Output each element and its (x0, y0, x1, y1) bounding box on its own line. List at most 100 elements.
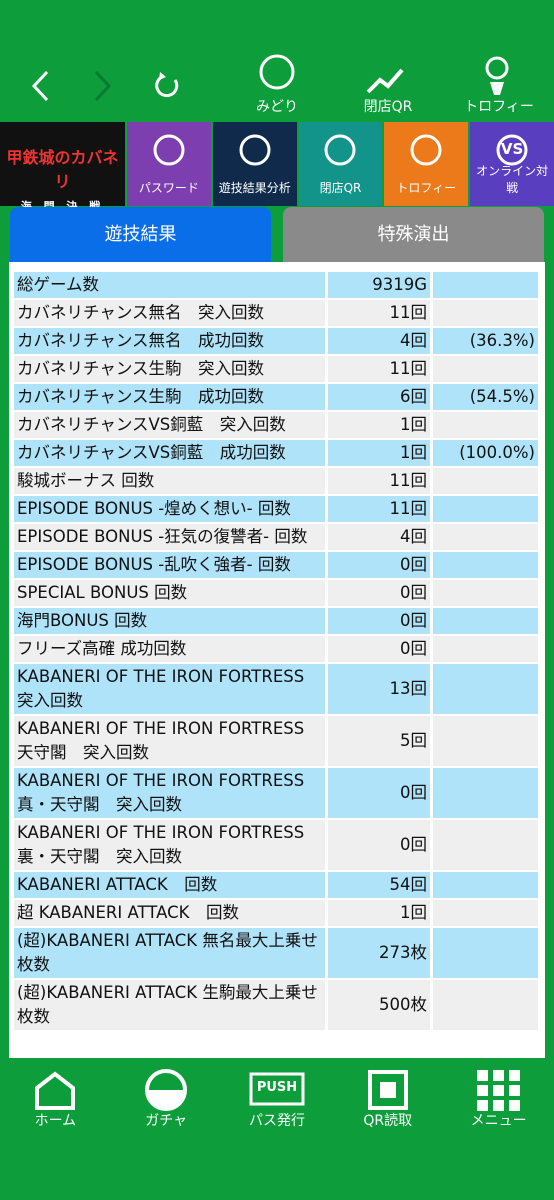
cell-count: 4回 (328, 328, 430, 354)
cell-label: (超)KABANERI ATTACK 無名最大上乗せ枚数 (14, 928, 325, 978)
cell-rate (433, 412, 538, 438)
table-row: カバネリチャンス生駒 突入回数 11回 (9, 356, 545, 382)
cell-count: 1回 (328, 412, 430, 438)
cell-rate (433, 820, 538, 870)
cell-label: EPISODE BONUS -狂気の復讐者- 回数 (14, 524, 325, 550)
menu-tile[interactable]: 閉店QR (298, 122, 383, 206)
footer-label: ホーム (34, 1113, 77, 1129)
cell-count: 11回 (328, 468, 430, 494)
cell-label: KABANERI OF THE IRON FORTRESS 裏・天守閣 突入回数 (14, 820, 325, 870)
cell-rate (433, 608, 538, 634)
cell-label: カバネリチャンス無名 成功回数 (14, 328, 325, 354)
cell-label: カバネリチャンスVS銅藍 突入回数 (14, 412, 325, 438)
cell-count: 0回 (328, 768, 430, 818)
footer-icon (145, 1069, 188, 1111)
footer-icon (476, 1070, 520, 1111)
cell-count: 11回 (328, 496, 430, 522)
table-row: KABANERI OF THE IRON FORTRESS 天守閣 突入回数 5回 (9, 716, 545, 766)
cell-rate (433, 768, 538, 818)
menu-icon (410, 134, 442, 166)
footer-item[interactable]: ホーム (0, 1060, 111, 1200)
table-row: カバネリチャンスVS銅藍 成功回数 1回 (100.0%) (9, 440, 545, 466)
table-row: フリーズ高確 成功回数 0回 (9, 636, 545, 662)
menu-icon (324, 134, 356, 166)
cell-rate (433, 928, 538, 978)
cell-rate: (36.3%) (433, 328, 538, 354)
cell-count: 5回 (328, 716, 430, 766)
table-row: EPISODE BONUS -乱吹く強者- 回数 0回 (9, 552, 545, 578)
menu-icon (239, 134, 271, 166)
cell-label: KABANERI OF THE IRON FORTRESS 真・天守閣 突入回数 (14, 768, 325, 818)
cell-count: 500枚 (328, 980, 430, 1030)
nav-label[interactable]: みどり (256, 99, 298, 115)
logo: 甲鉄城のカバネリ海 門 決 戦 (0, 122, 125, 213)
cell-label: SPECIAL BONUS 回数 (14, 580, 325, 606)
menu-tile[interactable]: パスワード (127, 122, 211, 206)
menu-label: オンライン対戦 (476, 164, 549, 195)
footer-item[interactable]: メニュー (443, 1060, 554, 1200)
footer-icon-text: PUSH (256, 1080, 298, 1095)
tab[interactable]: 特殊演出 (283, 207, 544, 262)
menu-icon (153, 134, 185, 166)
menu-label: 閉店QR (319, 181, 362, 195)
cell-count: 273枚 (328, 928, 430, 978)
cell-count: 4回 (328, 524, 430, 550)
cell-label: カバネリチャンス生駒 突入回数 (14, 356, 325, 382)
cell-count: 11回 (328, 300, 430, 326)
cell-count: 0回 (328, 552, 430, 578)
nav-icons (31, 54, 509, 102)
bottom-nav: ホーム ガチャ PUSH パス発行 QR読取 メニュー (0, 1060, 554, 1200)
nav-label[interactable]: 閉店QR (363, 99, 413, 115)
cell-rate (433, 552, 538, 578)
cell-rate (433, 900, 538, 926)
cell-count: 0回 (328, 580, 430, 606)
menu-tile[interactable]: VS オンライン対戦 (470, 122, 554, 206)
cell-count: 13回 (328, 664, 430, 714)
cell-rate (433, 300, 538, 326)
table-row: KABANERI OF THE IRON FORTRESS 裏・天守閣 突入回数… (9, 820, 545, 870)
cell-label: EPISODE BONUS -乱吹く強者- 回数 (14, 552, 325, 578)
cell-rate (433, 636, 538, 662)
table-row: KABANERI ATTACK 回数 54回 (9, 872, 545, 898)
cell-label: 超 KABANERI ATTACK 回数 (14, 900, 325, 926)
footer-icon (367, 1070, 408, 1110)
footer-item[interactable]: PUSH パス発行 (222, 1060, 333, 1200)
logo-title: 甲鉄城のカバネリ (6, 148, 119, 191)
footer-item[interactable]: ガチャ (111, 1060, 222, 1200)
cell-label: EPISODE BONUS -煌めく想い- 回数 (14, 496, 325, 522)
footer-item[interactable]: QR読取 (332, 1060, 443, 1200)
table-row: 海門BONUS 回数 0回 (9, 608, 545, 634)
nav-label[interactable]: トロフィー (464, 99, 534, 115)
cell-count: 0回 (328, 820, 430, 870)
cell-label: (超)KABANERI ATTACK 生駒最大上乗せ枚数 (14, 980, 325, 1030)
cell-rate (433, 496, 538, 522)
table-row: カバネリチャンス無名 突入回数 11回 (9, 300, 545, 326)
table-row: 駿城ボーナス 回数 11回 (9, 468, 545, 494)
footer-icon (249, 1072, 305, 1106)
tab[interactable]: 遊技結果 (10, 207, 271, 262)
cell-count: 54回 (328, 872, 430, 898)
menu-tile[interactable]: トロフィー (384, 122, 469, 206)
cell-rate (433, 524, 538, 550)
footer-label: QR読取 (363, 1113, 413, 1129)
table-row: カバネリチャンスVS銅藍 突入回数 1回 (9, 412, 545, 438)
cell-count: 11回 (328, 356, 430, 382)
cell-count: 9319G (328, 272, 430, 298)
cell-label: 駿城ボーナス 回数 (14, 468, 325, 494)
cell-count: 0回 (328, 608, 430, 634)
cell-label: 総ゲーム数 (14, 272, 325, 298)
cell-label: KABANERI ATTACK 回数 (14, 872, 325, 898)
cell-count: 1回 (328, 440, 430, 466)
top-bar: みどり 閉店QR トロフィー (0, 0, 554, 120)
table-row: カバネリチャンス生駒 成功回数 6回 (54.5%) (9, 384, 545, 410)
cell-label: KABANERI OF THE IRON FORTRESS 突入回数 (14, 664, 325, 714)
table-row: EPISODE BONUS -狂気の復讐者- 回数 4回 (9, 524, 545, 550)
result-table: 総ゲーム数 9319G カバネリチャンス無名 突入回数 11回 カバネリチャンス無名 成… (9, 262, 545, 1058)
cell-count: 6回 (328, 384, 430, 410)
table-row: 超 KABANERI ATTACK 回数 1回 (9, 900, 545, 926)
cell-count: 1回 (328, 900, 430, 926)
cell-rate: (100.0%) (433, 440, 538, 466)
menu-tile[interactable]: 遊技結果分析 (212, 122, 297, 206)
cell-rate (433, 356, 538, 382)
